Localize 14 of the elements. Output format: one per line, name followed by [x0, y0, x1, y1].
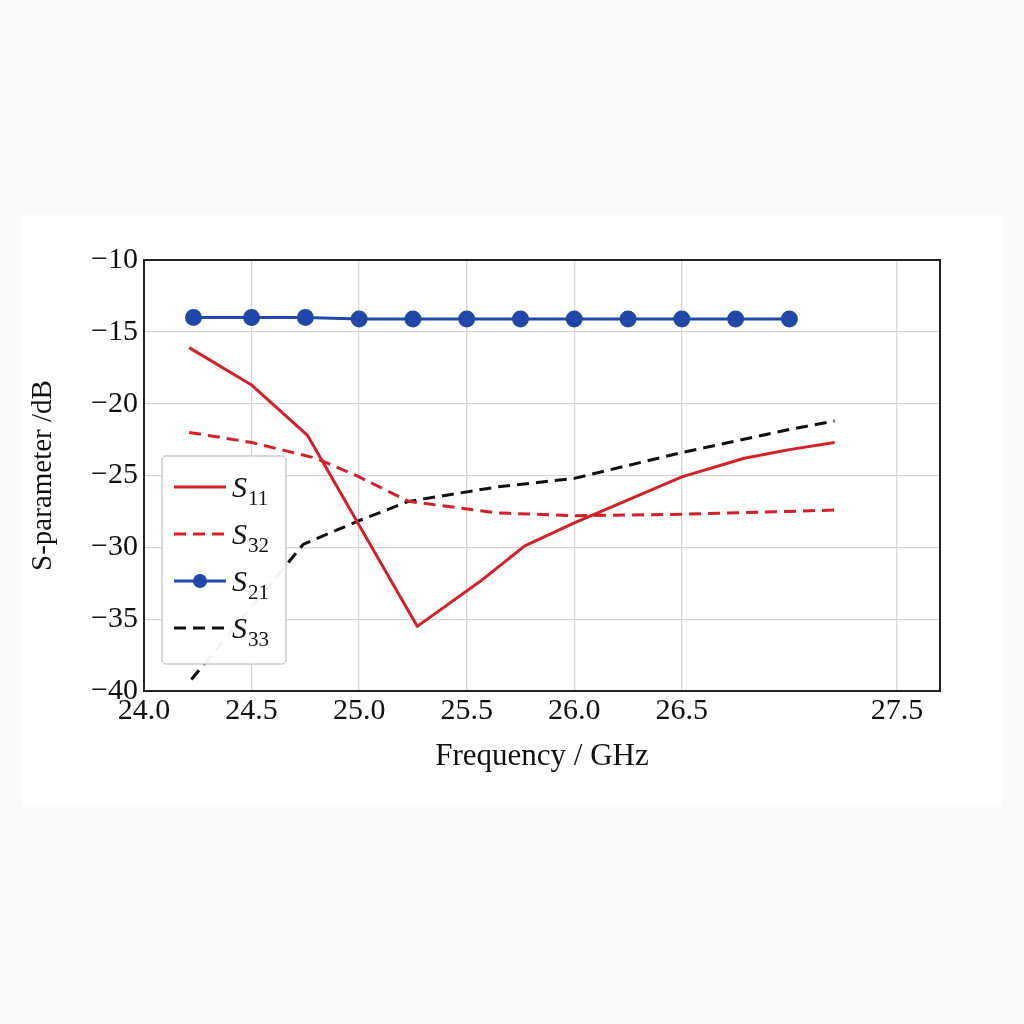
y-tick-label: −20 [91, 384, 138, 418]
x-axis-title: Frequency / GHz [435, 736, 649, 772]
x-tick-label: 26.5 [655, 691, 709, 725]
y-tick-label: −15 [91, 312, 138, 346]
x-tick-label: 27.5 [870, 691, 924, 725]
y-tick-label: −30 [91, 528, 138, 562]
y-axis-title: S-parameter /dB [25, 380, 58, 571]
y-tick-label: −10 [91, 240, 138, 274]
y-tick-label: −35 [91, 600, 138, 634]
y-tick-label: −25 [91, 456, 138, 490]
x-tick-label: 25.0 [332, 691, 386, 725]
x-tick-label: 24.5 [225, 691, 278, 725]
x-tick-label: 25.5 [440, 691, 493, 725]
x-tick-label: 26.0 [548, 691, 601, 725]
